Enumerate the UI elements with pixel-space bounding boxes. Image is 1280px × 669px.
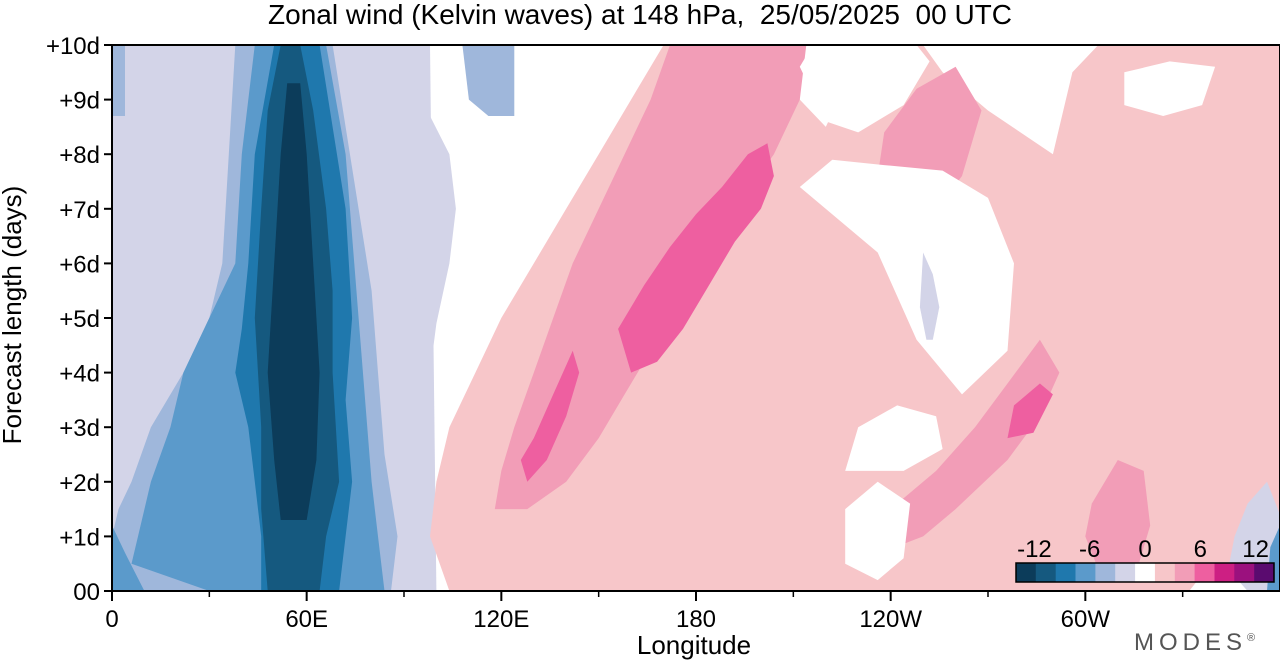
contour-fields (112, 45, 1280, 591)
brand-logo: MODES® (1134, 624, 1255, 657)
contour-region-19 (799, 159, 1014, 395)
brand-text: MODES (1134, 629, 1248, 656)
colorbar-tick-label: -12 (1017, 536, 1052, 563)
y-tick-label: +9d (59, 88, 100, 115)
colorbar-swatch (1254, 563, 1275, 582)
x-tick-label: 120W (859, 606, 922, 633)
contour-region-23 (919, 252, 940, 340)
y-tick-label: +1d (59, 524, 100, 551)
contour-region-3 (112, 45, 125, 116)
y-axis-label: Forecast length (days) (0, 185, 27, 445)
x-tick-label: 0 (105, 606, 118, 633)
contour-region-20 (845, 405, 943, 471)
colorbar-swatch (1174, 563, 1196, 582)
x-tick-label: 60W (1061, 606, 1111, 633)
x-tick-label: 180 (676, 606, 716, 633)
contour-region-22 (1124, 61, 1216, 116)
x-tick-label: 120E (473, 606, 529, 633)
colorbar-swatch (1154, 563, 1176, 582)
y-tick-label: +5d (59, 306, 100, 333)
colorbar: -12 -6 0 6 12 (1015, 536, 1275, 583)
y-tick-label: +3d (59, 415, 100, 442)
colorbar-swatch (1095, 563, 1116, 582)
colorbar-swatch (1075, 563, 1096, 582)
x-axis-label: Longitude (636, 630, 752, 660)
colorbar-tick-label: 12 (1242, 536, 1269, 563)
colorbar-frame (1015, 562, 1275, 583)
colorbar-swatch (1035, 563, 1057, 582)
x-tick-label: 60E (285, 606, 328, 633)
contour-region-18 (799, 45, 930, 133)
y-tick-label: 00 (73, 579, 100, 606)
colorbar-swatch (1115, 563, 1136, 582)
contour-region-1 (365, 45, 456, 373)
colorbar-swatch (1194, 563, 1215, 582)
y-tick-label: +4d (59, 361, 100, 388)
colorbar-swatch (1055, 563, 1076, 582)
colorbar-tick-label: 6 (1194, 536, 1207, 563)
colorbar-tick-label: 0 (1138, 536, 1151, 563)
contour-region-16 (520, 350, 580, 482)
contour-region-17 (1007, 383, 1053, 439)
contour-region-4 (462, 45, 515, 116)
colorbar-swatch (1234, 563, 1255, 582)
colorbar-tick-label: -6 (1079, 536, 1100, 563)
y-tick-label: +7d (59, 197, 100, 224)
contour-region-9 (267, 83, 320, 520)
chart-title: Zonal wind (Kelvin waves) at 148 hPa, 25… (268, 0, 1012, 30)
colorbar-swatch (1214, 563, 1235, 582)
contour-region-21 (845, 481, 911, 581)
contour-region-6 (112, 525, 145, 591)
contour-region-13 (1085, 460, 1151, 570)
y-tick-label: +10d (46, 33, 100, 60)
colorbar-swatch (1135, 563, 1156, 582)
colorbar-swatch (1016, 563, 1037, 582)
y-tick-label: +8d (59, 142, 100, 169)
axes: 0 60E 120E 180 120W 60W 00 +1d +2d +3d +4d +5d +6d +7… (46, 33, 1184, 633)
brand-mark: ® (1247, 632, 1256, 644)
y-tick-label: +2d (59, 470, 100, 497)
y-tick-label: +6d (59, 251, 100, 278)
contour-region-15 (618, 143, 774, 373)
